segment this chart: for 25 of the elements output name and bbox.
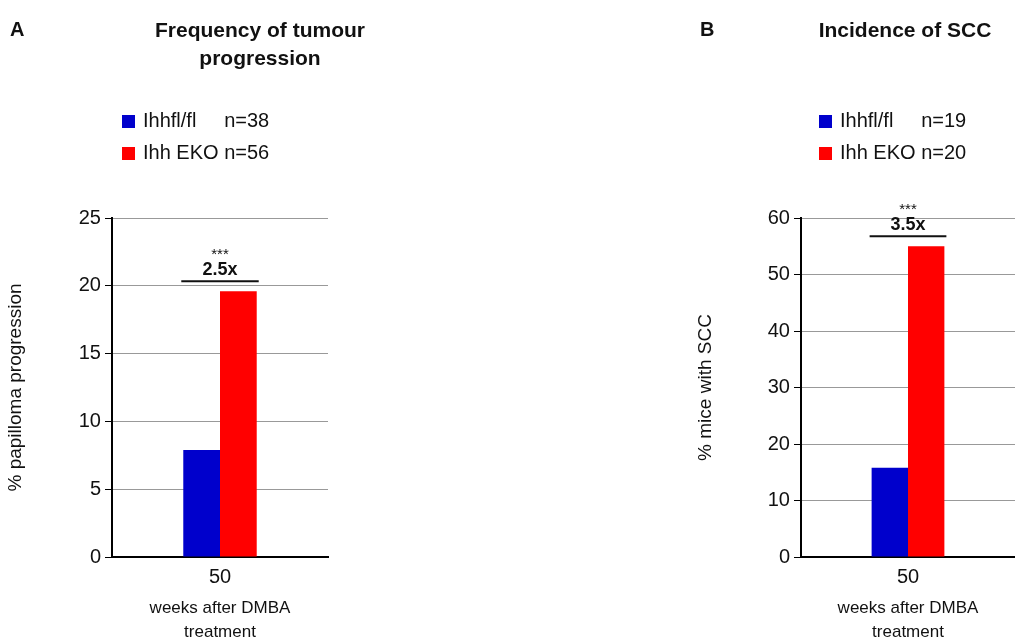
chart-title: Frequency of tumour progression <box>154 17 366 71</box>
text: A <box>10 18 25 41</box>
y-tick-label: 30 <box>767 375 790 398</box>
y-tick-label: 20 <box>767 431 790 454</box>
y-axis-title: % papilloma progression <box>3 283 25 492</box>
y-tick-label: 15 <box>78 341 101 364</box>
legend-label: Ihhfl/fl n=19 <box>839 108 967 133</box>
chart-title: Incidence of SCC <box>817 17 993 43</box>
y-tick-label: 5 <box>89 476 101 499</box>
y-tick-label: 10 <box>767 488 790 511</box>
x-axis-title: weeks after DMBA treatment <box>836 597 980 641</box>
y-tick-label: 60 <box>767 205 790 228</box>
y-tick-label: 40 <box>767 318 790 341</box>
y-tick-label: 25 <box>78 205 101 228</box>
legend-label: Ihh EKO n=20 <box>839 140 967 165</box>
legend-label: Ihhfl/fl n=38 <box>142 108 270 133</box>
x-axis-title: weeks after DMBA treatment <box>148 597 292 641</box>
y-tick-label: 0 <box>778 544 790 567</box>
text: B <box>700 18 715 41</box>
y-tick-label: 0 <box>89 544 101 567</box>
legend-label: Ihh EKO n=56 <box>142 140 270 165</box>
y-tick-label: 50 <box>767 262 790 285</box>
y-tick-label: 10 <box>78 408 101 431</box>
y-tick-label: 20 <box>78 273 101 296</box>
y-axis-title: % mice with SCC <box>693 314 715 461</box>
